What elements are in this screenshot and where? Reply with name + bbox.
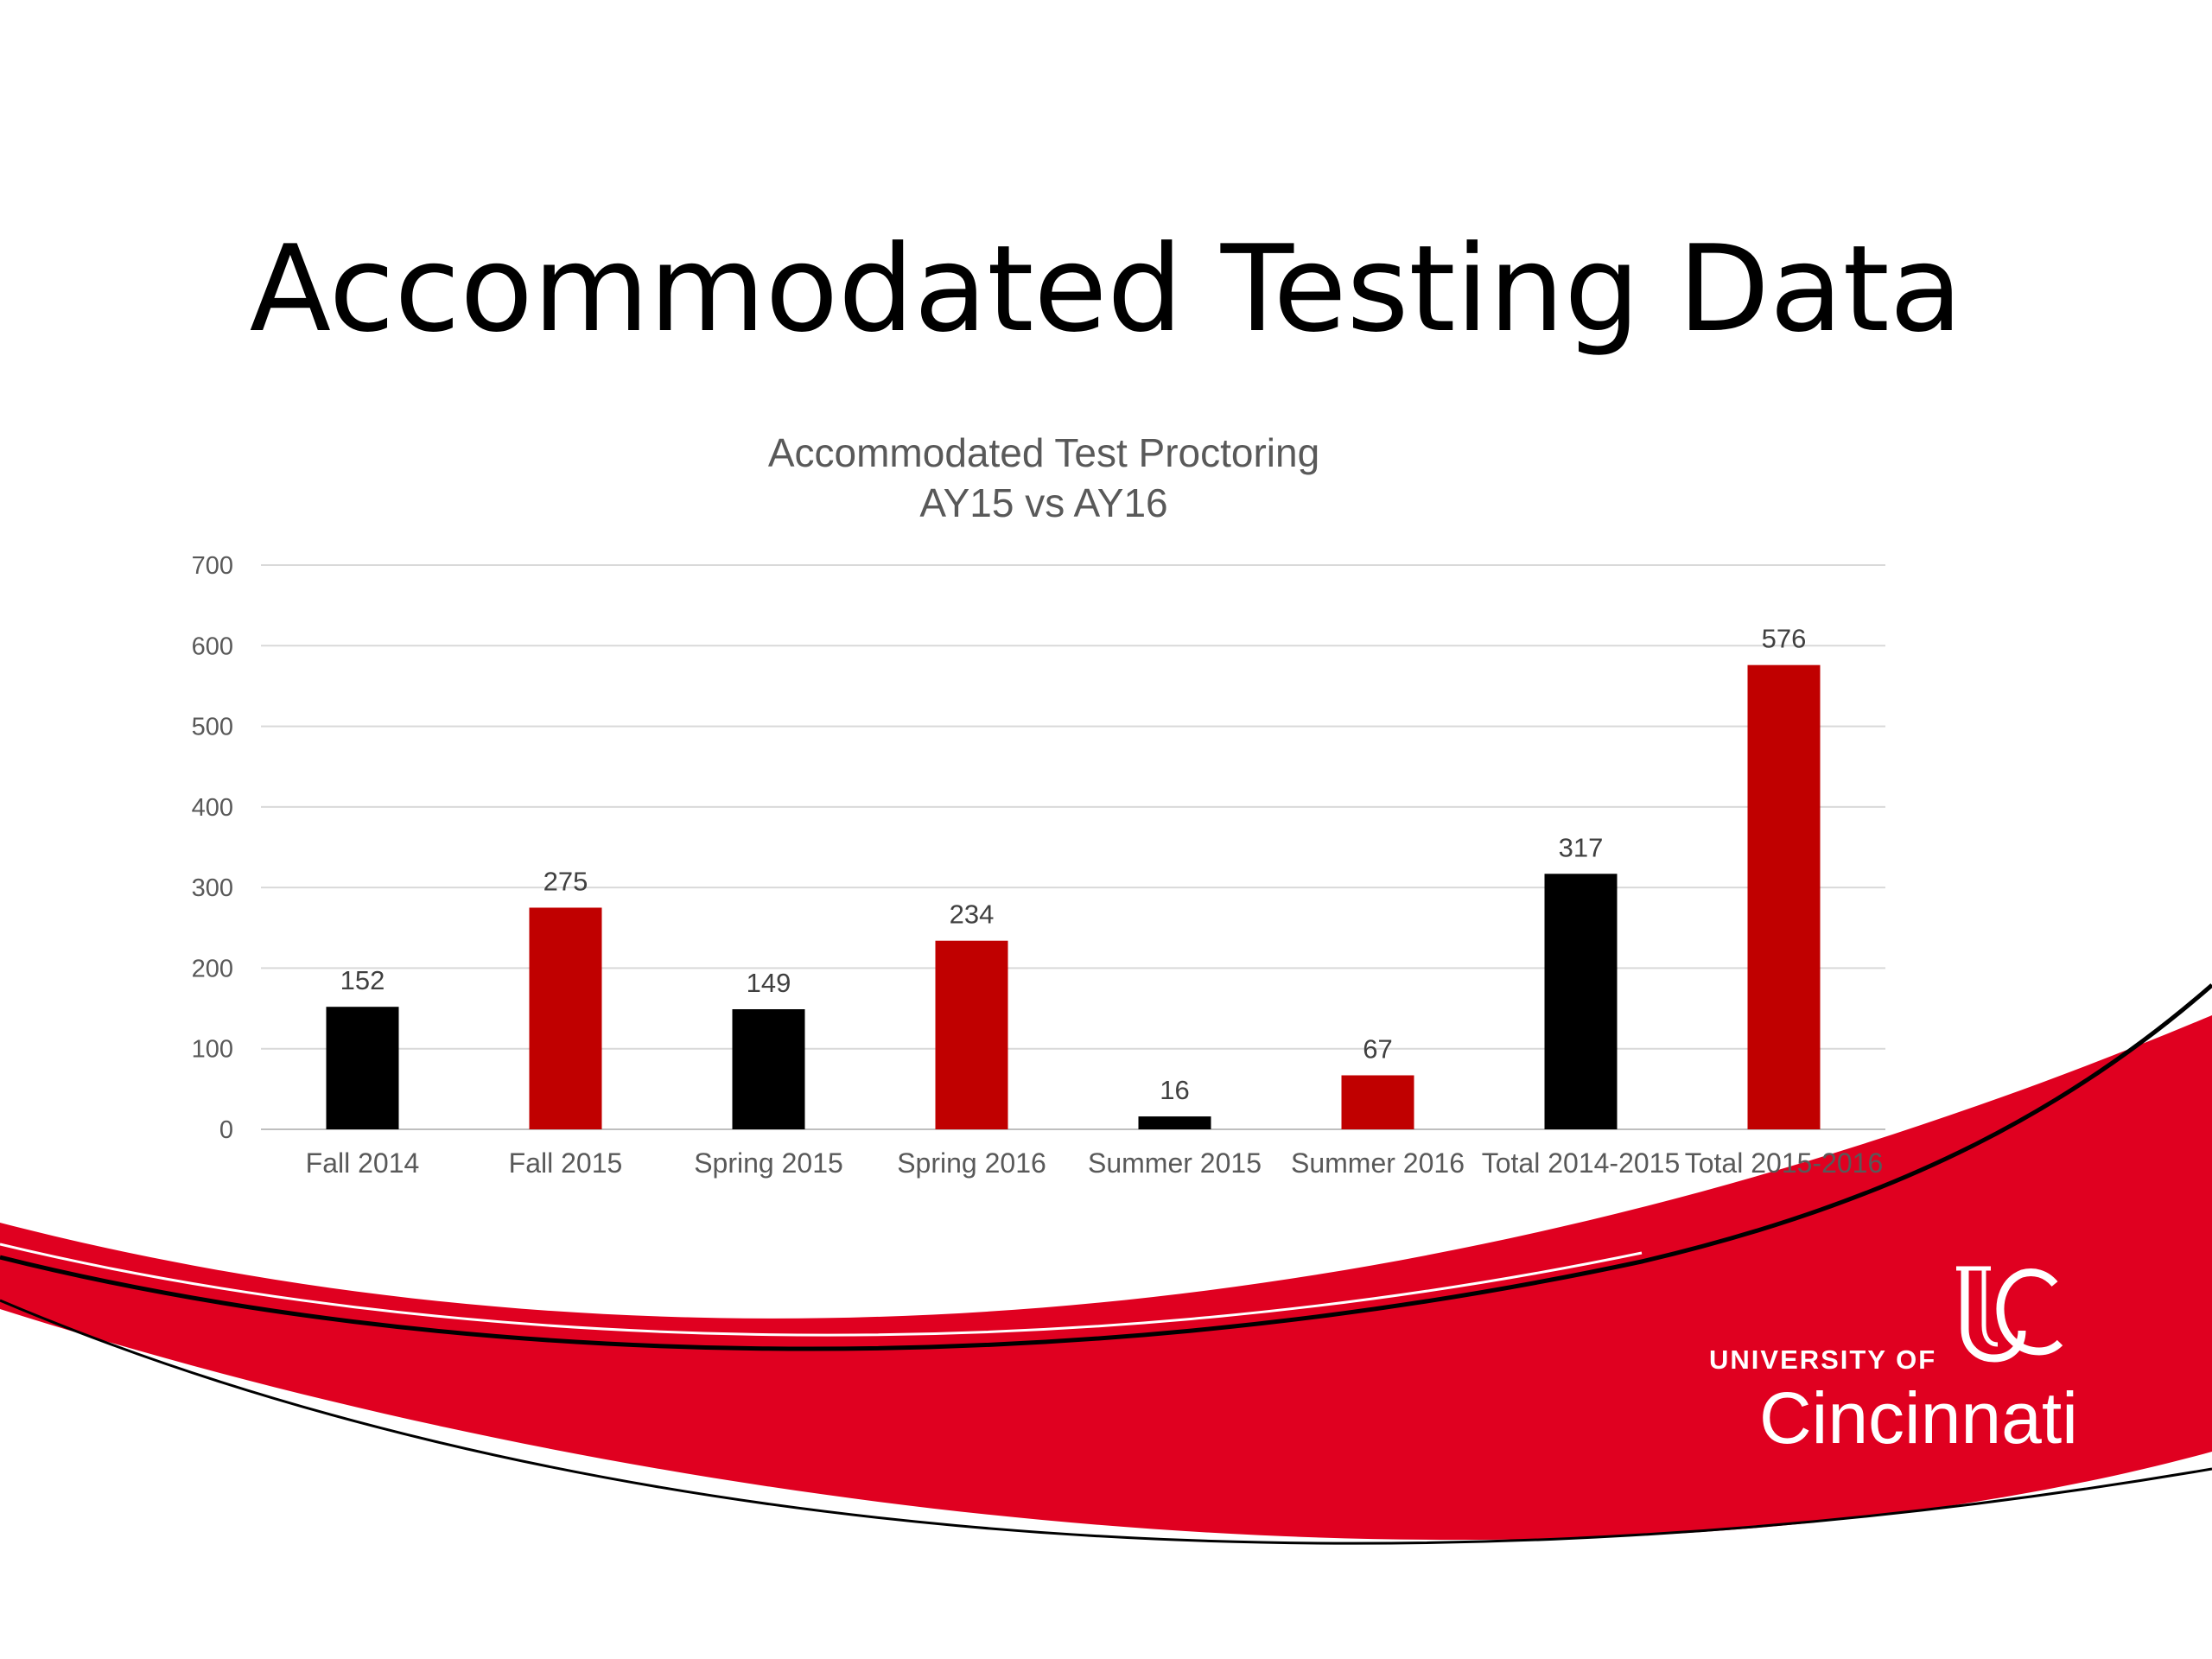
data-labels: 152 275 149 234 16 67 317 576 [340,624,1807,1105]
data-label: 576 [1762,624,1807,654]
bar-7 [1544,874,1618,1129]
y-tick-label: 400 [192,794,233,822]
bars [326,664,1821,1129]
gridlines [261,564,1885,1130]
data-label: 275 [543,866,588,896]
category-label: Summer 2016 [1291,1147,1465,1179]
data-label: 317 [1559,832,1604,862]
slide-title: Accommodated Testing Data [249,219,1963,359]
y-tick-label: 700 [192,552,233,580]
y-tick-label: 300 [192,874,233,902]
logo-university-of: UNIVERSITY OF [1709,1344,1937,1375]
bar-6 [1341,1075,1414,1129]
data-label: 67 [1363,1033,1392,1064]
y-tick-label: 100 [192,1036,233,1064]
data-label: 16 [1160,1075,1189,1105]
logo-cincinnati: Cincinnati [1759,1377,2078,1459]
category-label: Spring 2016 [897,1147,1046,1179]
category-label: Total 2015-2016 [1685,1147,1884,1179]
bar-4 [935,940,1008,1129]
data-label: 152 [340,965,385,995]
bar-8 [1747,664,1821,1129]
swoosh-red-band [0,1015,2212,1541]
bar-2 [529,907,602,1129]
category-labels: Fall 2014 Fall 2015 Spring 2015 Spring 2016… [306,1147,1884,1179]
swoosh-black-line-lower [0,1299,2212,1545]
y-axis-ticks: 0 100 200 300 400 500 600 700 [192,552,233,1144]
bar-5 [1138,1116,1211,1129]
category-label: Spring 2015 [694,1147,843,1179]
bar-1 [326,1007,399,1129]
category-label: Fall 2014 [306,1147,420,1179]
uc-monogram-icon [1956,1266,2063,1363]
y-tick-label: 500 [192,714,233,741]
university-logo: UNIVERSITY OF Cincinnati [1702,1262,2108,1457]
data-label: 149 [747,968,791,998]
y-tick-label: 0 [219,1116,233,1144]
bar-3 [732,1009,805,1129]
y-tick-label: 200 [192,955,233,982]
swoosh-white-gap [0,1243,1643,1337]
chart-title-line-2: AY15 vs AY16 [919,480,1167,525]
category-label: Fall 2015 [509,1147,623,1179]
chart-title-line-1: Accommodated Test Proctoring [768,430,1319,475]
swoosh-black-line-upper [0,983,2212,1351]
category-label: Summer 2015 [1088,1147,1262,1179]
data-label: 234 [950,899,995,930]
category-label: Total 2014-2015 [1482,1147,1681,1179]
y-tick-label: 600 [192,632,233,660]
